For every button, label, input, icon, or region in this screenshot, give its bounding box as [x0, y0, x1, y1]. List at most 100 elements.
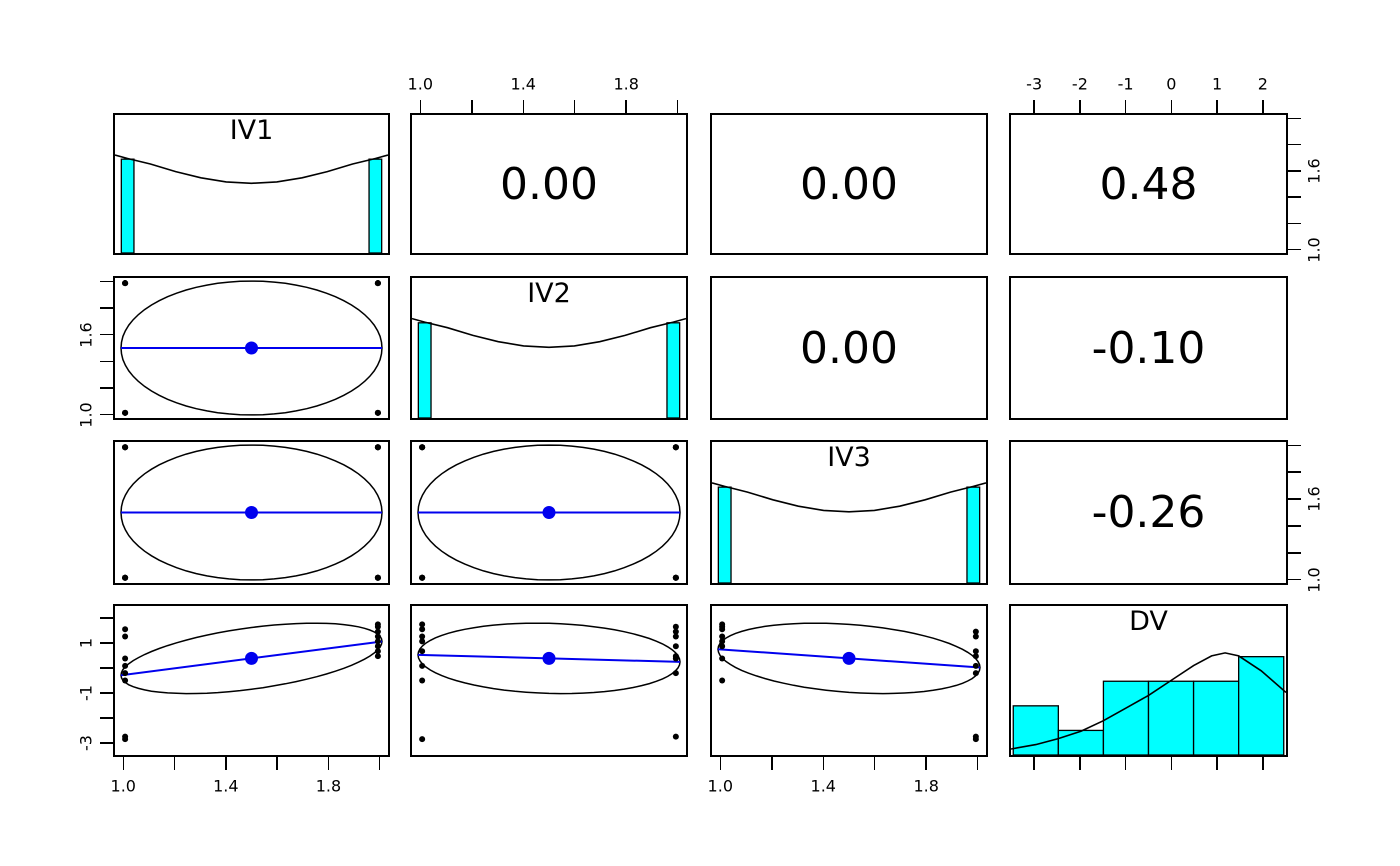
scatter-iv3-dv-svg: [717, 621, 981, 743]
axis-tick: [100, 642, 113, 644]
axis-tick: [1262, 100, 1264, 113]
axis-tick-label: 1.6: [76, 321, 96, 348]
panel-correlation-iv1-iv3: 0.00: [710, 113, 988, 255]
panel-correlation-iv3-dv: -0.26: [1009, 440, 1288, 585]
axis-tick: [100, 307, 113, 309]
axis-tick: [1288, 471, 1301, 473]
axis-tick: [1288, 143, 1301, 146]
axis-tick-label: 1.8: [913, 776, 939, 796]
panel-scatter-iv3-dv: [710, 604, 988, 757]
axis-tick: [100, 360, 113, 363]
axis-tick-label: 1.8: [613, 74, 639, 94]
axis-tick: [873, 757, 876, 770]
axis-tick: [1033, 757, 1035, 770]
axis-tick: [1262, 757, 1264, 770]
axis-tick: [1288, 170, 1301, 172]
correlation-value: 0.00: [500, 158, 598, 210]
panel-correlation-iv1-iv2: 0.00: [410, 113, 688, 255]
axis-tick-label: -3: [76, 735, 96, 752]
axis-tick: [1288, 196, 1301, 198]
histogram-iv3-svg: [712, 482, 986, 583]
axis-tick: [822, 757, 824, 770]
axis-tick-label: -1: [76, 685, 96, 702]
axis-tick: [1288, 444, 1301, 447]
histogram-iv2-svg: [412, 317, 686, 418]
scatter-iv2-dv-svg: [417, 621, 681, 743]
axis-tick: [276, 757, 278, 770]
axis-tick: [100, 717, 113, 719]
panel-title: IV3: [827, 442, 871, 473]
histogram-dv-svg: [1011, 652, 1286, 755]
axis-tick: [100, 387, 113, 389]
scatter-iv1-iv3-svg: [120, 444, 383, 581]
axis-tick: [976, 757, 979, 770]
axis-tick: [522, 100, 524, 113]
panel-scatter-iv2-dv: [410, 604, 688, 757]
axis-tick: [327, 757, 330, 770]
axis-tick: [1124, 100, 1127, 113]
panel-scatter-iv2-iv3: [410, 440, 688, 585]
correlation-value: 0.00: [800, 322, 898, 374]
axis-tick: [1170, 100, 1173, 113]
axis-tick: [925, 757, 927, 770]
axis-tick: [1216, 100, 1218, 113]
axis-tick-label: 1.4: [810, 776, 836, 796]
axis-tick: [173, 757, 176, 770]
scatter-iv2-iv3-svg: [417, 444, 681, 581]
axis-tick-label: 1.4: [213, 776, 239, 796]
panel-correlation-iv1-dv: 0.48: [1009, 113, 1288, 255]
axis-tick: [225, 757, 227, 770]
axis-tick: [100, 333, 113, 336]
axis-tick-label: -2: [1071, 74, 1088, 94]
axis-tick: [1216, 757, 1218, 770]
panel-title: DV: [1129, 606, 1168, 637]
axis-tick-label: 1.0: [1304, 237, 1324, 263]
axis-tick-label: 1.4: [510, 74, 536, 94]
scatter-iv1-dv-svg: [120, 621, 383, 743]
axis-tick: [719, 757, 722, 770]
axis-tick-label: 1.0: [76, 401, 96, 428]
axis-tick: [471, 100, 473, 113]
axis-tick-label: 1.6: [1304, 158, 1324, 184]
axis-tick: [1288, 248, 1301, 251]
axis-tick: [1079, 100, 1081, 113]
axis-tick: [771, 757, 773, 770]
panel-histogram-dv: DV: [1009, 604, 1288, 757]
axis-tick: [1288, 578, 1301, 581]
correlation-value: 0.00: [800, 158, 898, 210]
scatter-iv1-iv2-svg: [120, 280, 383, 416]
axis-tick: [378, 757, 381, 770]
axis-tick-label: 1: [1212, 74, 1223, 94]
axis-tick: [100, 617, 113, 619]
axis-tick: [419, 100, 422, 113]
panel-histogram-iv3: IV3: [710, 440, 988, 585]
axis-tick: [1288, 552, 1301, 554]
panel-title: IV1: [229, 115, 274, 146]
axis-tick: [1288, 117, 1301, 119]
axis-tick-label: 1.0: [1304, 566, 1324, 593]
axis-tick: [1288, 525, 1301, 527]
panel-histogram-iv2: IV2: [410, 276, 688, 420]
panel-correlation-iv2-iv3: 0.00: [710, 276, 988, 420]
axis-tick-label: 1.0: [110, 776, 136, 796]
correlation-value: -0.26: [1091, 487, 1206, 538]
panel-scatter-iv1-dv: [113, 604, 390, 757]
axis-tick: [100, 742, 113, 744]
axis-tick: [100, 413, 113, 416]
panel-title: IV2: [527, 278, 571, 309]
axis-tick-label: -1: [1117, 74, 1134, 94]
axis-tick-label: 1.0: [407, 74, 434, 94]
axis-tick-label: 0: [1166, 74, 1177, 94]
axis-tick-label: 1.6: [1304, 486, 1324, 512]
axis-tick: [1288, 222, 1301, 225]
axis-tick: [676, 100, 679, 113]
axis-tick: [100, 280, 113, 283]
correlation-value: -0.10: [1091, 322, 1206, 374]
correlation-value: 0.48: [1099, 158, 1198, 210]
axis-tick: [122, 757, 124, 770]
histogram-iv1-svg: [115, 154, 388, 253]
axis-tick: [100, 667, 113, 669]
panel-scatter-iv1-iv3: [113, 440, 390, 585]
axis-tick: [1033, 100, 1035, 113]
